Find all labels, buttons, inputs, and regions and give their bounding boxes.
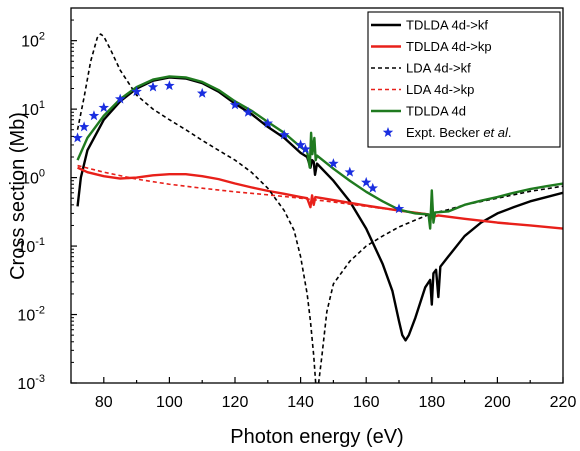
data-point-star bbox=[88, 110, 100, 121]
y-tick-label: 10-3 bbox=[17, 373, 45, 393]
series-expt-becker-et-al bbox=[72, 80, 405, 214]
legend-item-tdlda-4d-kp: TDLDA 4d->kp bbox=[371, 39, 492, 54]
data-point-star bbox=[300, 143, 311, 154]
data-point-star bbox=[295, 139, 306, 150]
legend-item-expt-becker-et-al: Expt. Becker et al. bbox=[382, 125, 512, 140]
x-tick-label: 180 bbox=[418, 394, 445, 411]
data-point-star bbox=[393, 203, 405, 214]
series-line bbox=[76, 33, 563, 383]
legend-item-tdlda-4d-kf: TDLDA 4d->kf bbox=[371, 18, 488, 33]
data-point-star bbox=[98, 102, 110, 113]
series-layer bbox=[72, 33, 563, 383]
legend-item-lda-4d-kf: LDA 4d->kf bbox=[371, 61, 471, 76]
data-point-star bbox=[78, 121, 90, 132]
y-tick-label: 10-2 bbox=[17, 305, 45, 325]
series-line bbox=[76, 75, 563, 230]
data-point-star bbox=[72, 132, 83, 143]
data-point-star bbox=[367, 182, 378, 193]
data-point-star bbox=[196, 87, 208, 98]
series-tdlda-4d bbox=[76, 75, 563, 230]
x-tick-label: 200 bbox=[484, 394, 511, 411]
data-point-star bbox=[114, 93, 126, 104]
data-point-star bbox=[360, 176, 372, 187]
data-point-star bbox=[278, 129, 290, 140]
legend-label: LDA 4d->kf bbox=[406, 61, 471, 76]
x-tick-label: 220 bbox=[550, 394, 577, 411]
legend-item-lda-4d-kp: LDA 4d->kp bbox=[371, 82, 474, 97]
legend-item-tdlda-4d: TDLDA 4d bbox=[371, 104, 466, 119]
legend-label: LDA 4d->kp bbox=[406, 82, 474, 97]
legend: TDLDA 4d->kf TDLDA 4d->kp LDA 4d->kf LDA 4d… bbox=[367, 11, 561, 148]
legend-label: TDLDA 4d->kp bbox=[406, 39, 492, 54]
data-point-star bbox=[262, 117, 274, 128]
x-tick-label: 160 bbox=[353, 394, 380, 411]
legend-box bbox=[367, 11, 561, 148]
data-point-star bbox=[328, 158, 339, 169]
legend-star-marker bbox=[382, 127, 394, 137]
data-point-star bbox=[164, 80, 175, 91]
x-axis-title: Photon energy (eV) bbox=[230, 426, 403, 448]
data-point-star bbox=[344, 166, 356, 177]
legend-label: TDLDA 4d->kf bbox=[406, 18, 488, 33]
legend-label: Expt. Becker et al. bbox=[406, 125, 512, 140]
x-tick-label: 140 bbox=[287, 394, 314, 411]
plot-frame bbox=[70, 7, 564, 384]
data-point-star bbox=[242, 106, 254, 117]
series-lda-4d-kp bbox=[77, 164, 563, 230]
data-point-star bbox=[147, 81, 159, 92]
y-axis-title: Cross section (Mb) bbox=[7, 112, 29, 280]
x-tick-label: 80 bbox=[95, 394, 113, 411]
y-tick-label: 102 bbox=[21, 31, 45, 51]
series-line bbox=[77, 164, 563, 230]
data-point-star bbox=[131, 86, 142, 97]
data-point-star bbox=[229, 99, 241, 110]
series-lda-4d-kf bbox=[76, 33, 563, 383]
legend-label: TDLDA 4d bbox=[406, 104, 466, 119]
x-tick-label: 100 bbox=[156, 394, 183, 411]
x-tick-label: 120 bbox=[222, 394, 249, 411]
